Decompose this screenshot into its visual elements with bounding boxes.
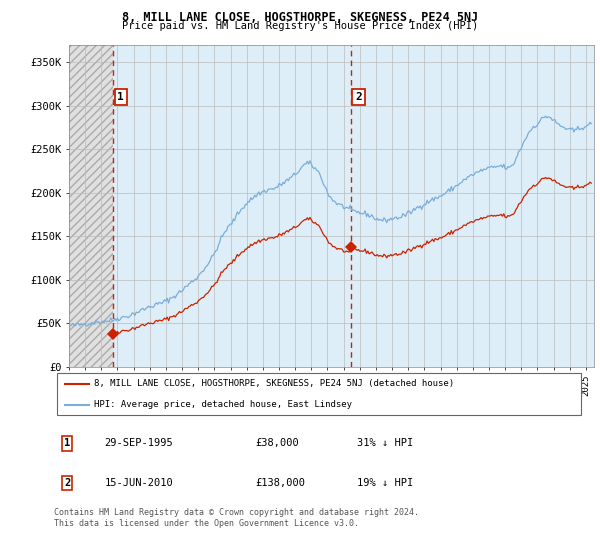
- Text: 15-JUN-2010: 15-JUN-2010: [104, 478, 173, 488]
- Text: 29-SEP-1995: 29-SEP-1995: [104, 438, 173, 449]
- Text: Price paid vs. HM Land Registry's House Price Index (HPI): Price paid vs. HM Land Registry's House …: [122, 21, 478, 31]
- Text: 8, MILL LANE CLOSE, HOGSTHORPE, SKEGNESS, PE24 5NJ: 8, MILL LANE CLOSE, HOGSTHORPE, SKEGNESS…: [122, 11, 478, 24]
- Text: £138,000: £138,000: [256, 478, 306, 488]
- Text: 2: 2: [64, 478, 70, 488]
- Bar: [69, 45, 113, 367]
- Text: 1: 1: [118, 92, 124, 102]
- Text: £38,000: £38,000: [256, 438, 299, 449]
- FancyBboxPatch shape: [56, 373, 581, 416]
- Text: Contains HM Land Registry data © Crown copyright and database right 2024.
This d: Contains HM Land Registry data © Crown c…: [54, 508, 419, 528]
- Text: 2: 2: [355, 92, 362, 102]
- Text: 8, MILL LANE CLOSE, HOGSTHORPE, SKEGNESS, PE24 5NJ (detached house): 8, MILL LANE CLOSE, HOGSTHORPE, SKEGNESS…: [94, 379, 454, 388]
- Text: 31% ↓ HPI: 31% ↓ HPI: [356, 438, 413, 449]
- Text: 19% ↓ HPI: 19% ↓ HPI: [356, 478, 413, 488]
- Text: 1: 1: [64, 438, 70, 449]
- Text: HPI: Average price, detached house, East Lindsey: HPI: Average price, detached house, East…: [94, 400, 352, 409]
